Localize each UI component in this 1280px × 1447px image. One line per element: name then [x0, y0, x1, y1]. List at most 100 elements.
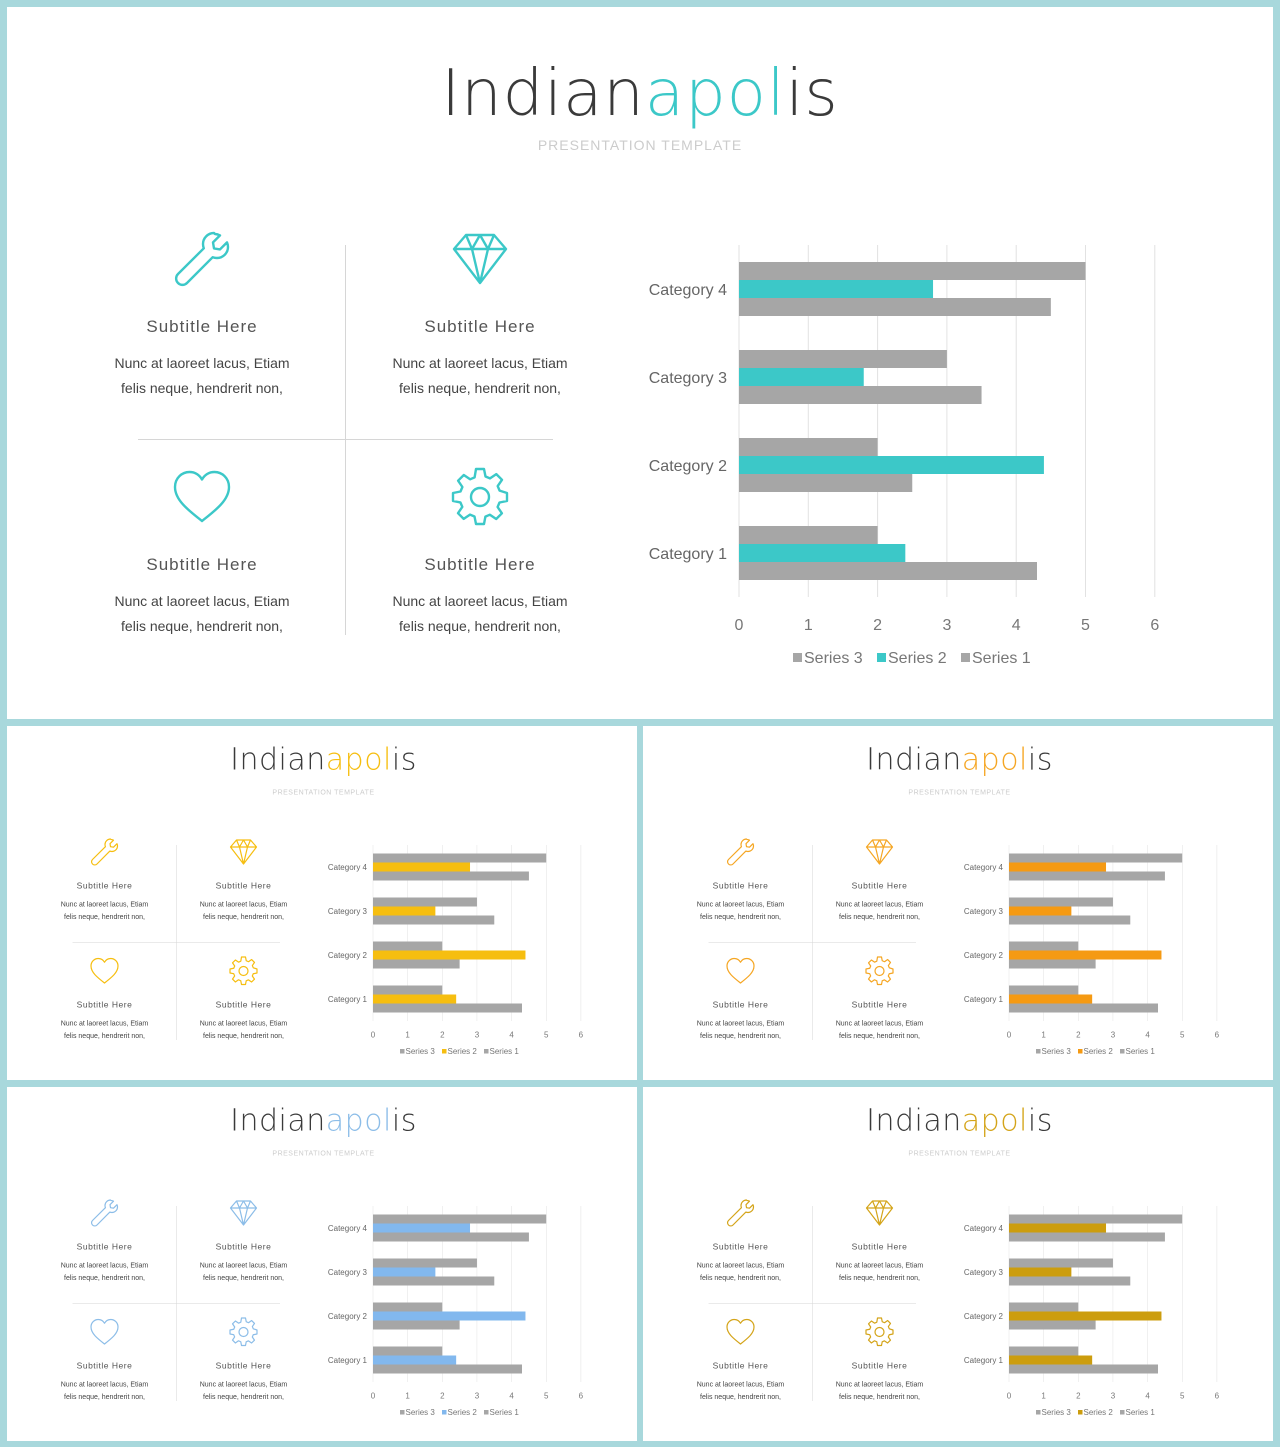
- feature-description-line: felis neque, hendrerit non,: [121, 380, 283, 396]
- legend-label: Series 2: [448, 1047, 478, 1056]
- feature-description-line: Nunc at laoreet lacus, Etiam: [835, 1261, 924, 1269]
- feature-description: Nunc at laoreet lacus, Etiam felis neque,…: [36, 1378, 174, 1403]
- bar-series-1: [1009, 1003, 1158, 1013]
- feature-description-line: Nunc at laoreet lacus, Etiam: [199, 1019, 288, 1027]
- category-label: Category 4: [964, 1224, 1004, 1233]
- gear-icon: [451, 467, 509, 526]
- legend-swatch: [877, 653, 886, 662]
- divider-horizontal: [138, 439, 553, 440]
- feature-description: Nunc at laoreet lacus, Etiam felis neque,…: [64, 589, 340, 639]
- bar-series-3: [739, 526, 878, 544]
- feature-description: Nunc at laoreet lacus, Etiam felis neque,…: [672, 898, 810, 923]
- title-part3: is: [1027, 742, 1053, 777]
- legend-label: Series 2: [1084, 1408, 1114, 1417]
- x-tick-label: 3: [475, 1031, 480, 1040]
- category-label: Category 2: [964, 1312, 1004, 1321]
- legend-label: Series 1: [972, 650, 1031, 667]
- feature-description-line: felis neque, hendrerit non,: [64, 912, 145, 921]
- bar-series-2: [1009, 1355, 1093, 1365]
- feature-item: Subtitle Here Nunc at laoreet lacus, Etia…: [342, 465, 618, 639]
- feature-description: Nunc at laoreet lacus, Etiam felis neque,…: [36, 898, 174, 923]
- heart-icon: [726, 957, 755, 984]
- diamond-icon: [229, 839, 258, 865]
- bar-series-1: [373, 1320, 460, 1330]
- feature-description: Nunc at laoreet lacus, Etiam felis neque,…: [64, 351, 340, 401]
- category-label: Category 4: [328, 863, 368, 872]
- bar-series-1: [739, 474, 913, 492]
- heart-icon: [726, 1318, 755, 1345]
- feature-description-line: felis neque, hendrerit non,: [203, 912, 284, 921]
- feature-description-line: Nunc at laoreet lacus, Etiam: [696, 1380, 785, 1388]
- feature-description: Nunc at laoreet lacus, Etiam felis neque,…: [672, 1017, 810, 1042]
- divider-vertical: [176, 845, 177, 1040]
- bar-series-1: [1009, 1320, 1096, 1330]
- feature-title: Subtitle Here: [215, 1000, 272, 1010]
- bar-series-2: [373, 1223, 471, 1233]
- diamond-icon: [452, 233, 508, 285]
- x-tick-label: 0: [1007, 1392, 1012, 1401]
- bar-series-1: [739, 386, 982, 404]
- feature-item: Subtitle Here Nunc at laoreet lacus, Etia…: [36, 1316, 174, 1403]
- feature-item: Subtitle Here Nunc at laoreet lacus, Etia…: [811, 955, 949, 1042]
- bar-series-1: [1009, 1232, 1165, 1242]
- x-tick-label: 5: [544, 1392, 549, 1401]
- x-tick-label: 3: [1111, 1031, 1116, 1040]
- divider-horizontal: [72, 1303, 280, 1304]
- feature-description-line: felis neque, hendrerit non,: [700, 1392, 781, 1401]
- bar-series-2: [373, 906, 436, 916]
- slide-content: Indianapolis PRESENTATION TEMPLATE Subtitl…: [643, 1087, 1273, 1441]
- legend-swatch: [1036, 1410, 1041, 1415]
- legend-swatch: [442, 1049, 447, 1054]
- feature-description-line: felis neque, hendrerit non,: [203, 1273, 284, 1282]
- x-tick-label: 6: [579, 1031, 584, 1040]
- x-tick-label: 2: [1076, 1392, 1081, 1401]
- x-tick-label: 2: [1076, 1031, 1081, 1040]
- legend-swatch: [1120, 1049, 1125, 1054]
- slide-title: Indianapolis: [7, 1103, 637, 1138]
- feature-title: Subtitle Here: [76, 1361, 133, 1371]
- feature-description-line: Nunc at laoreet lacus, Etiam: [696, 1261, 785, 1269]
- diamond-icon: [865, 1200, 894, 1226]
- category-label: Category 1: [328, 995, 368, 1004]
- x-tick-label: 5: [544, 1031, 549, 1040]
- feature-description-line: Nunc at laoreet lacus, Etiam: [835, 900, 924, 908]
- feature-title: Subtitle Here: [146, 317, 258, 336]
- bar-series-2: [373, 862, 471, 872]
- feature-description-line: felis neque, hendrerit non,: [203, 1392, 284, 1401]
- bar-series-3: [373, 853, 547, 863]
- legend-label: Series 1: [490, 1047, 520, 1056]
- bar-series-3: [373, 1258, 477, 1268]
- legend-swatch: [961, 653, 970, 662]
- feature-description-line: Nunc at laoreet lacus, Etiam: [60, 1380, 149, 1388]
- feature-title: Subtitle Here: [215, 1361, 272, 1371]
- divider-horizontal: [72, 942, 280, 943]
- x-tick-label: 1: [405, 1392, 410, 1401]
- wrench-icon: [90, 1199, 119, 1227]
- feature-description: Nunc at laoreet lacus, Etiam felis neque,…: [36, 1259, 174, 1284]
- legend-swatch: [793, 653, 802, 662]
- feature-description-line: Nunc at laoreet lacus, Etiam: [835, 1019, 924, 1027]
- category-label: Category 2: [328, 1312, 368, 1321]
- divider-vertical: [812, 1206, 813, 1401]
- bar-series-2: [739, 280, 934, 298]
- bar-series-3: [1009, 985, 1079, 995]
- slide-content: Indianapolis PRESENTATION TEMPLATE Subtitl…: [7, 726, 637, 1080]
- slide-title: Indianapolis: [7, 742, 637, 777]
- bar-series-2: [373, 1267, 436, 1277]
- title-part2: apol: [644, 57, 786, 131]
- x-tick-label: 0: [1007, 1031, 1012, 1040]
- legend-label: Series 1: [1126, 1047, 1156, 1056]
- bar-chart: 0 1 2 3 4 5 6 Category 1 Category 2 Category 3 Cat…: [964, 845, 1220, 1056]
- feature-item: Subtitle Here Nunc at laoreet lacus, Etia…: [36, 1197, 174, 1284]
- bar-series-3: [1009, 853, 1183, 863]
- divider-vertical: [345, 245, 346, 635]
- feature-item: Subtitle Here Nunc at laoreet lacus, Etia…: [175, 955, 313, 1042]
- category-label: Category 4: [964, 863, 1004, 872]
- category-label: Category 3: [964, 1268, 1004, 1277]
- title-part1: Indian: [230, 742, 326, 777]
- feature-description-line: Nunc at laoreet lacus, Etiam: [60, 1261, 149, 1269]
- x-tick-label: 2: [440, 1031, 445, 1040]
- bar-series-1: [373, 871, 529, 881]
- category-label: Category 4: [328, 1224, 368, 1233]
- gear-icon: [229, 1317, 258, 1347]
